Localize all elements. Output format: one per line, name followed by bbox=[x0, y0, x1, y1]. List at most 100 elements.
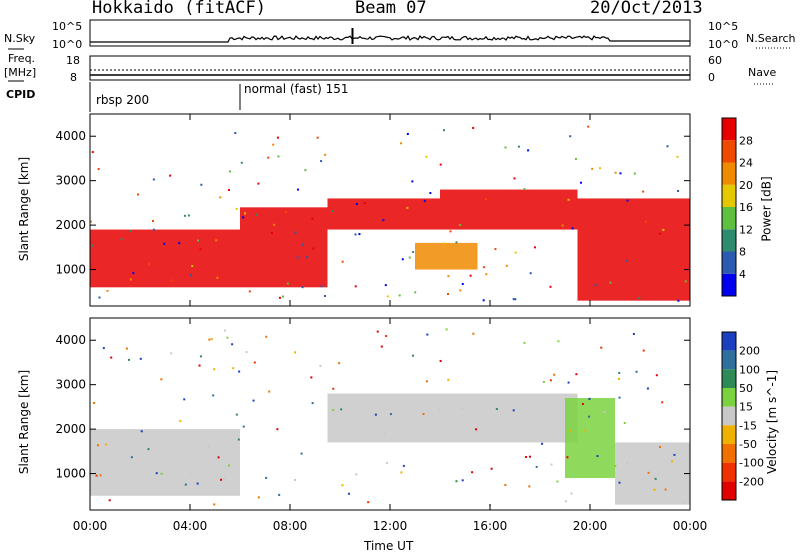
power-speck bbox=[189, 274, 192, 277]
velocity-speck bbox=[268, 390, 271, 393]
nsearch-tick-bottom: 10^0 bbox=[708, 38, 739, 51]
velocity-speck bbox=[108, 499, 111, 502]
velocity-speck bbox=[196, 482, 199, 485]
velocity-speck bbox=[632, 332, 635, 335]
power-speck bbox=[152, 178, 155, 181]
velocity-speck bbox=[332, 409, 335, 412]
velocity-speck bbox=[278, 493, 281, 496]
velocity-ytick-label: 3000 bbox=[55, 378, 86, 392]
velocity-speck bbox=[238, 370, 241, 373]
velocity-speck bbox=[257, 496, 260, 499]
velocity-colorbar-swatch bbox=[722, 332, 736, 351]
velocity-speck bbox=[542, 380, 545, 383]
power-speck bbox=[429, 192, 432, 195]
power-speck bbox=[684, 280, 687, 283]
velocity-speck bbox=[252, 399, 255, 402]
velocity-speck bbox=[140, 430, 143, 433]
power-colorbar-tick: 16 bbox=[739, 201, 753, 214]
power-speck bbox=[594, 283, 597, 286]
power-speck bbox=[234, 132, 237, 135]
velocity-speck bbox=[556, 480, 559, 483]
power-speck bbox=[147, 262, 150, 265]
power-speck bbox=[677, 299, 680, 302]
power-region-1 bbox=[240, 207, 328, 288]
velocity-speck bbox=[367, 501, 370, 504]
power-speck bbox=[178, 242, 181, 245]
power-speck bbox=[273, 223, 276, 226]
velocity-speck bbox=[385, 335, 388, 338]
velocity-colorbar-tick: 200 bbox=[739, 345, 760, 358]
velocity-colorbar-swatch bbox=[722, 425, 736, 444]
power-speck bbox=[609, 281, 612, 284]
velocity-speck bbox=[198, 364, 201, 367]
power-colorbar-tick: 12 bbox=[739, 223, 753, 236]
power-speck bbox=[242, 216, 245, 219]
velocity-speck bbox=[383, 431, 386, 434]
power-speck bbox=[311, 217, 314, 220]
cpid-label: CPID bbox=[6, 88, 36, 101]
velocity-speck bbox=[147, 448, 150, 451]
velocity-speck bbox=[130, 456, 133, 459]
power-colorbar-tick: 28 bbox=[739, 134, 753, 147]
power-colorbar-swatch bbox=[722, 251, 736, 274]
nsky-panel-frame bbox=[89, 19, 691, 47]
velocity-speck bbox=[455, 480, 458, 483]
velocity-speck bbox=[642, 349, 645, 352]
velocity-speck bbox=[332, 387, 335, 390]
velocity-colorbar-tick: -50 bbox=[739, 438, 757, 451]
velocity-speck bbox=[341, 484, 344, 487]
power-speck bbox=[574, 158, 577, 161]
nsky-trace bbox=[90, 35, 690, 43]
power-speck bbox=[529, 272, 532, 275]
power-speck bbox=[626, 259, 629, 262]
x-tick-label: 00:00 bbox=[73, 519, 108, 533]
power-speck bbox=[414, 291, 417, 294]
velocity-speck bbox=[99, 474, 102, 477]
velocity-speck bbox=[603, 410, 606, 413]
power-speck bbox=[459, 223, 462, 226]
power-speck bbox=[354, 285, 357, 288]
velocity-speck bbox=[207, 445, 210, 448]
power-speck bbox=[638, 297, 641, 300]
power-ytick-label: 4000 bbox=[55, 129, 86, 143]
power-speck bbox=[316, 136, 319, 139]
velocity-region-1 bbox=[327, 393, 578, 443]
velocity-colorbar-swatch bbox=[722, 444, 736, 463]
power-speck bbox=[614, 171, 617, 174]
power-speck bbox=[324, 294, 327, 297]
velocity-speck bbox=[265, 476, 268, 479]
power-speck bbox=[406, 133, 409, 136]
velocity-speck bbox=[635, 370, 638, 373]
power-ylabel: Slant Range [km] bbox=[17, 156, 32, 262]
power-speck bbox=[512, 298, 515, 301]
power-speck bbox=[320, 160, 323, 163]
power-speck bbox=[662, 228, 665, 231]
power-speck bbox=[296, 256, 299, 259]
power-colorbar-swatch bbox=[722, 184, 736, 207]
velocity-speck bbox=[412, 354, 415, 357]
velocity-speck bbox=[104, 443, 107, 446]
velocity-speck bbox=[199, 355, 202, 358]
velocity-speck bbox=[535, 465, 538, 468]
power-speck bbox=[354, 233, 357, 236]
velocity-speck bbox=[347, 492, 350, 495]
velocity-speck bbox=[294, 351, 297, 354]
power-speck bbox=[169, 174, 172, 177]
power-speck bbox=[569, 135, 572, 138]
nsearch-label: N.Search bbox=[746, 32, 796, 45]
power-speck bbox=[285, 210, 288, 213]
velocity-speck bbox=[340, 408, 343, 411]
velocity-speck bbox=[376, 330, 379, 333]
power-speck bbox=[533, 246, 536, 249]
power-colorbar-swatch bbox=[722, 140, 736, 163]
velocity-speck bbox=[242, 425, 245, 428]
power-colorbar-tick: 4 bbox=[739, 268, 746, 281]
power-speck bbox=[320, 285, 323, 288]
power-speck bbox=[406, 206, 409, 209]
power-speck bbox=[304, 169, 307, 172]
velocity-speck bbox=[293, 478, 296, 481]
velocity-speck bbox=[588, 397, 591, 400]
velocity-speck bbox=[550, 463, 553, 466]
power-speck bbox=[363, 202, 366, 205]
velocity-speck bbox=[647, 471, 650, 474]
